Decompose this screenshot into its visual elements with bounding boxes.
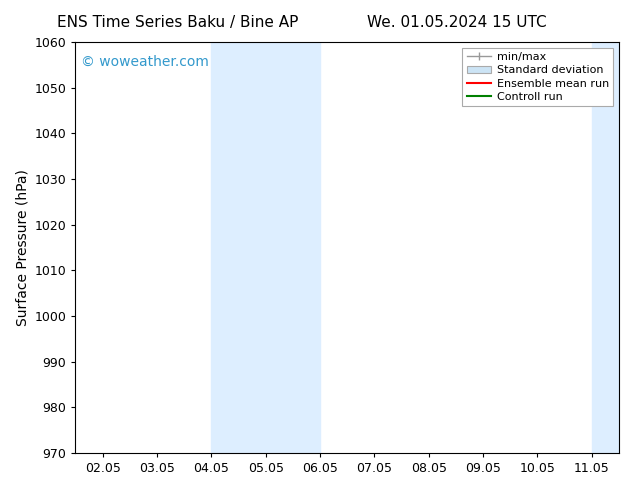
- Y-axis label: Surface Pressure (hPa): Surface Pressure (hPa): [15, 169, 29, 326]
- Text: ENS Time Series Baku / Bine AP: ENS Time Series Baku / Bine AP: [57, 15, 298, 30]
- Text: We. 01.05.2024 15 UTC: We. 01.05.2024 15 UTC: [366, 15, 547, 30]
- Bar: [592, 42, 619, 453]
- Bar: [211, 42, 320, 453]
- Text: © woweather.com: © woweather.com: [81, 54, 209, 69]
- Legend: min/max, Standard deviation, Ensemble mean run, Controll run: min/max, Standard deviation, Ensemble me…: [462, 48, 614, 106]
